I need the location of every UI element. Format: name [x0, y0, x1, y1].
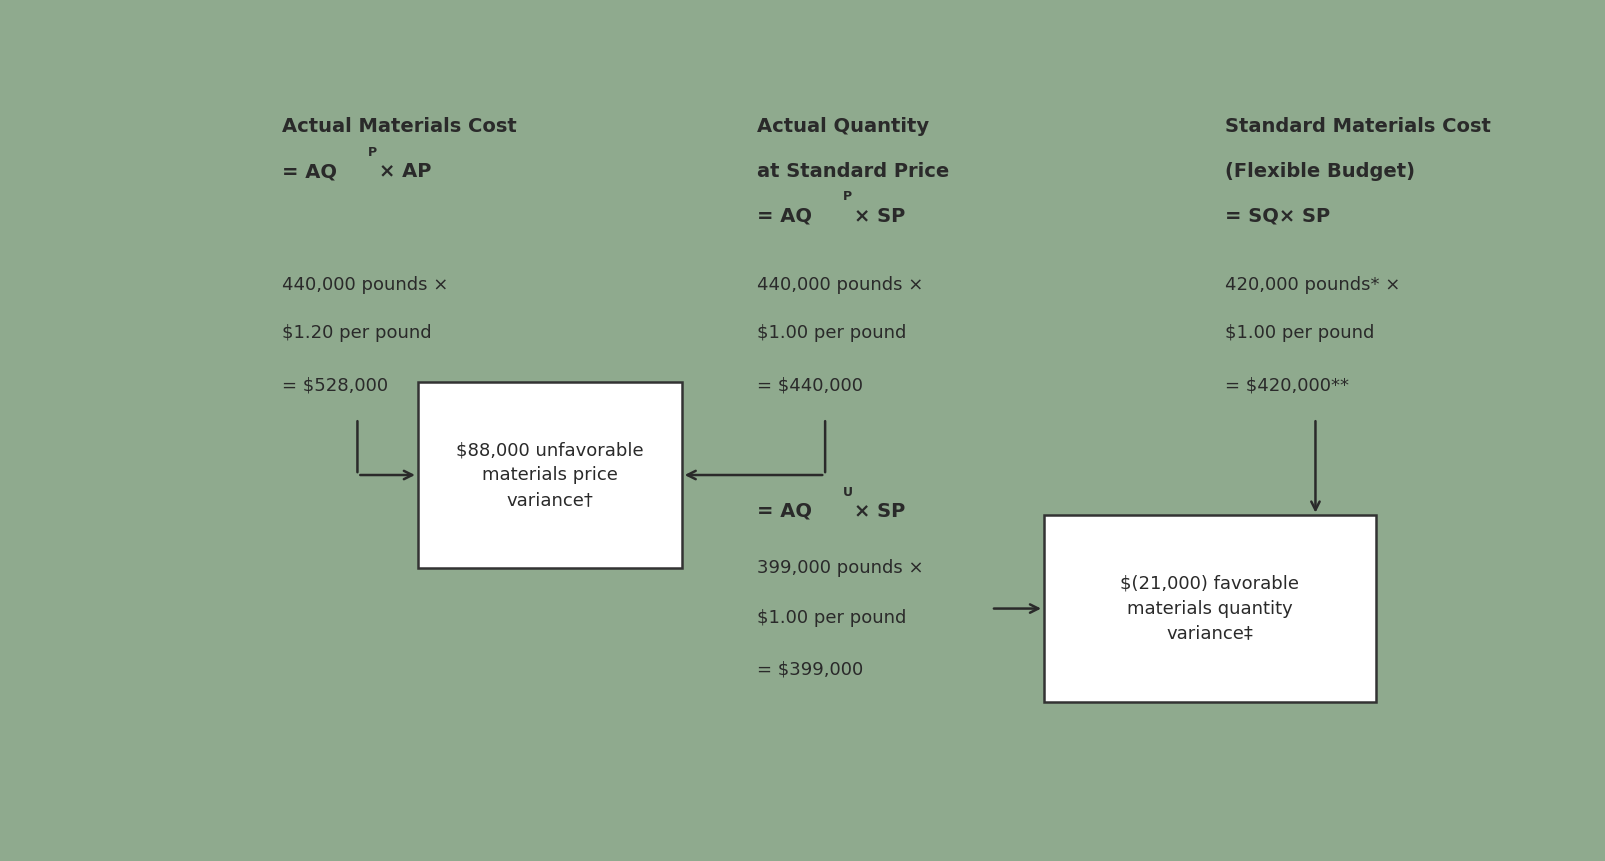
Bar	[417, 382, 682, 568]
Text: = AQ: = AQ	[758, 207, 812, 226]
Text: 440,000 pounds ×: 440,000 pounds ×	[758, 276, 923, 294]
Text: Actual Materials Cost: Actual Materials Cost	[282, 117, 517, 137]
Text: × SP: × SP	[854, 207, 905, 226]
Text: = $420,000**: = $420,000**	[1225, 377, 1348, 395]
Text: P: P	[368, 146, 377, 158]
Text: Actual Quantity: Actual Quantity	[758, 117, 929, 137]
Text: U: U	[843, 486, 854, 499]
Text: $1.20 per pound: $1.20 per pound	[282, 325, 432, 343]
Text: 440,000 pounds ×: 440,000 pounds ×	[282, 276, 448, 294]
Text: $(21,000) favorable
materials quantity
variance‡: $(21,000) favorable materials quantity v…	[1120, 574, 1300, 642]
Text: × AP: × AP	[379, 162, 430, 181]
Text: Standard Materials Cost: Standard Materials Cost	[1225, 117, 1491, 137]
Text: $1.00 per pound: $1.00 per pound	[758, 325, 907, 343]
Text: P: P	[843, 190, 852, 203]
Bar	[1043, 516, 1375, 702]
Text: $1.00 per pound: $1.00 per pound	[1225, 325, 1374, 343]
Text: (Flexible Budget): (Flexible Budget)	[1225, 162, 1416, 181]
Text: at Standard Price: at Standard Price	[758, 162, 950, 181]
Text: $88,000 unfavorable
materials price
variance†: $88,000 unfavorable materials price vari…	[456, 441, 644, 509]
Text: = AQ: = AQ	[282, 162, 337, 181]
Text: = $399,000: = $399,000	[758, 660, 863, 678]
Text: = SQ× SP: = SQ× SP	[1225, 207, 1331, 226]
Text: 420,000 pounds* ×: 420,000 pounds* ×	[1225, 276, 1400, 294]
Text: 399,000 pounds ×: 399,000 pounds ×	[758, 559, 924, 577]
Text: × SP: × SP	[854, 502, 905, 521]
Text: = $440,000: = $440,000	[758, 377, 863, 395]
Text: $1.00 per pound: $1.00 per pound	[758, 610, 907, 628]
Text: = $528,000: = $528,000	[282, 377, 388, 395]
Text: = AQ: = AQ	[758, 502, 812, 521]
